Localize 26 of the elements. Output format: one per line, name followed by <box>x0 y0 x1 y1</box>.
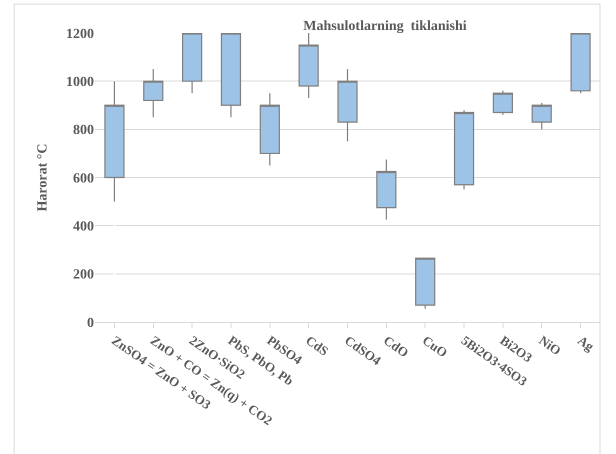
y-tick-label: 200 <box>73 268 94 283</box>
x-tick-label: NiO <box>536 332 564 358</box>
candlestick <box>260 92 280 166</box>
candlestick <box>454 109 474 190</box>
y-tick-label: 600 <box>73 171 94 186</box>
y-tick-label: 1200 <box>66 26 94 42</box>
candlestick <box>570 33 591 94</box>
candlestick <box>376 158 396 220</box>
candlestick <box>182 33 202 94</box>
y-axis-title: Harorat °C <box>36 144 51 212</box>
candlestick <box>415 258 436 310</box>
candlestick <box>492 90 513 116</box>
y-tick-label: 0 <box>87 316 94 331</box>
y-tick-label: 800 <box>73 123 94 138</box>
candlestick <box>337 68 358 142</box>
y-tick-label: 1000 <box>66 75 94 90</box>
y-tick-label: 400 <box>73 220 94 235</box>
x-tick-label: CdS <box>303 332 332 359</box>
chart-title: Mahsulotlarning tiklanishi <box>303 18 467 34</box>
candlestick <box>298 33 319 99</box>
candlestick <box>532 102 552 130</box>
x-tick-label: Ag <box>575 332 598 354</box>
x-tick-label: CuO <box>420 332 450 360</box>
candlestick <box>143 68 164 118</box>
x-tick-label: CdO <box>380 332 412 360</box>
candlestick <box>220 33 242 118</box>
